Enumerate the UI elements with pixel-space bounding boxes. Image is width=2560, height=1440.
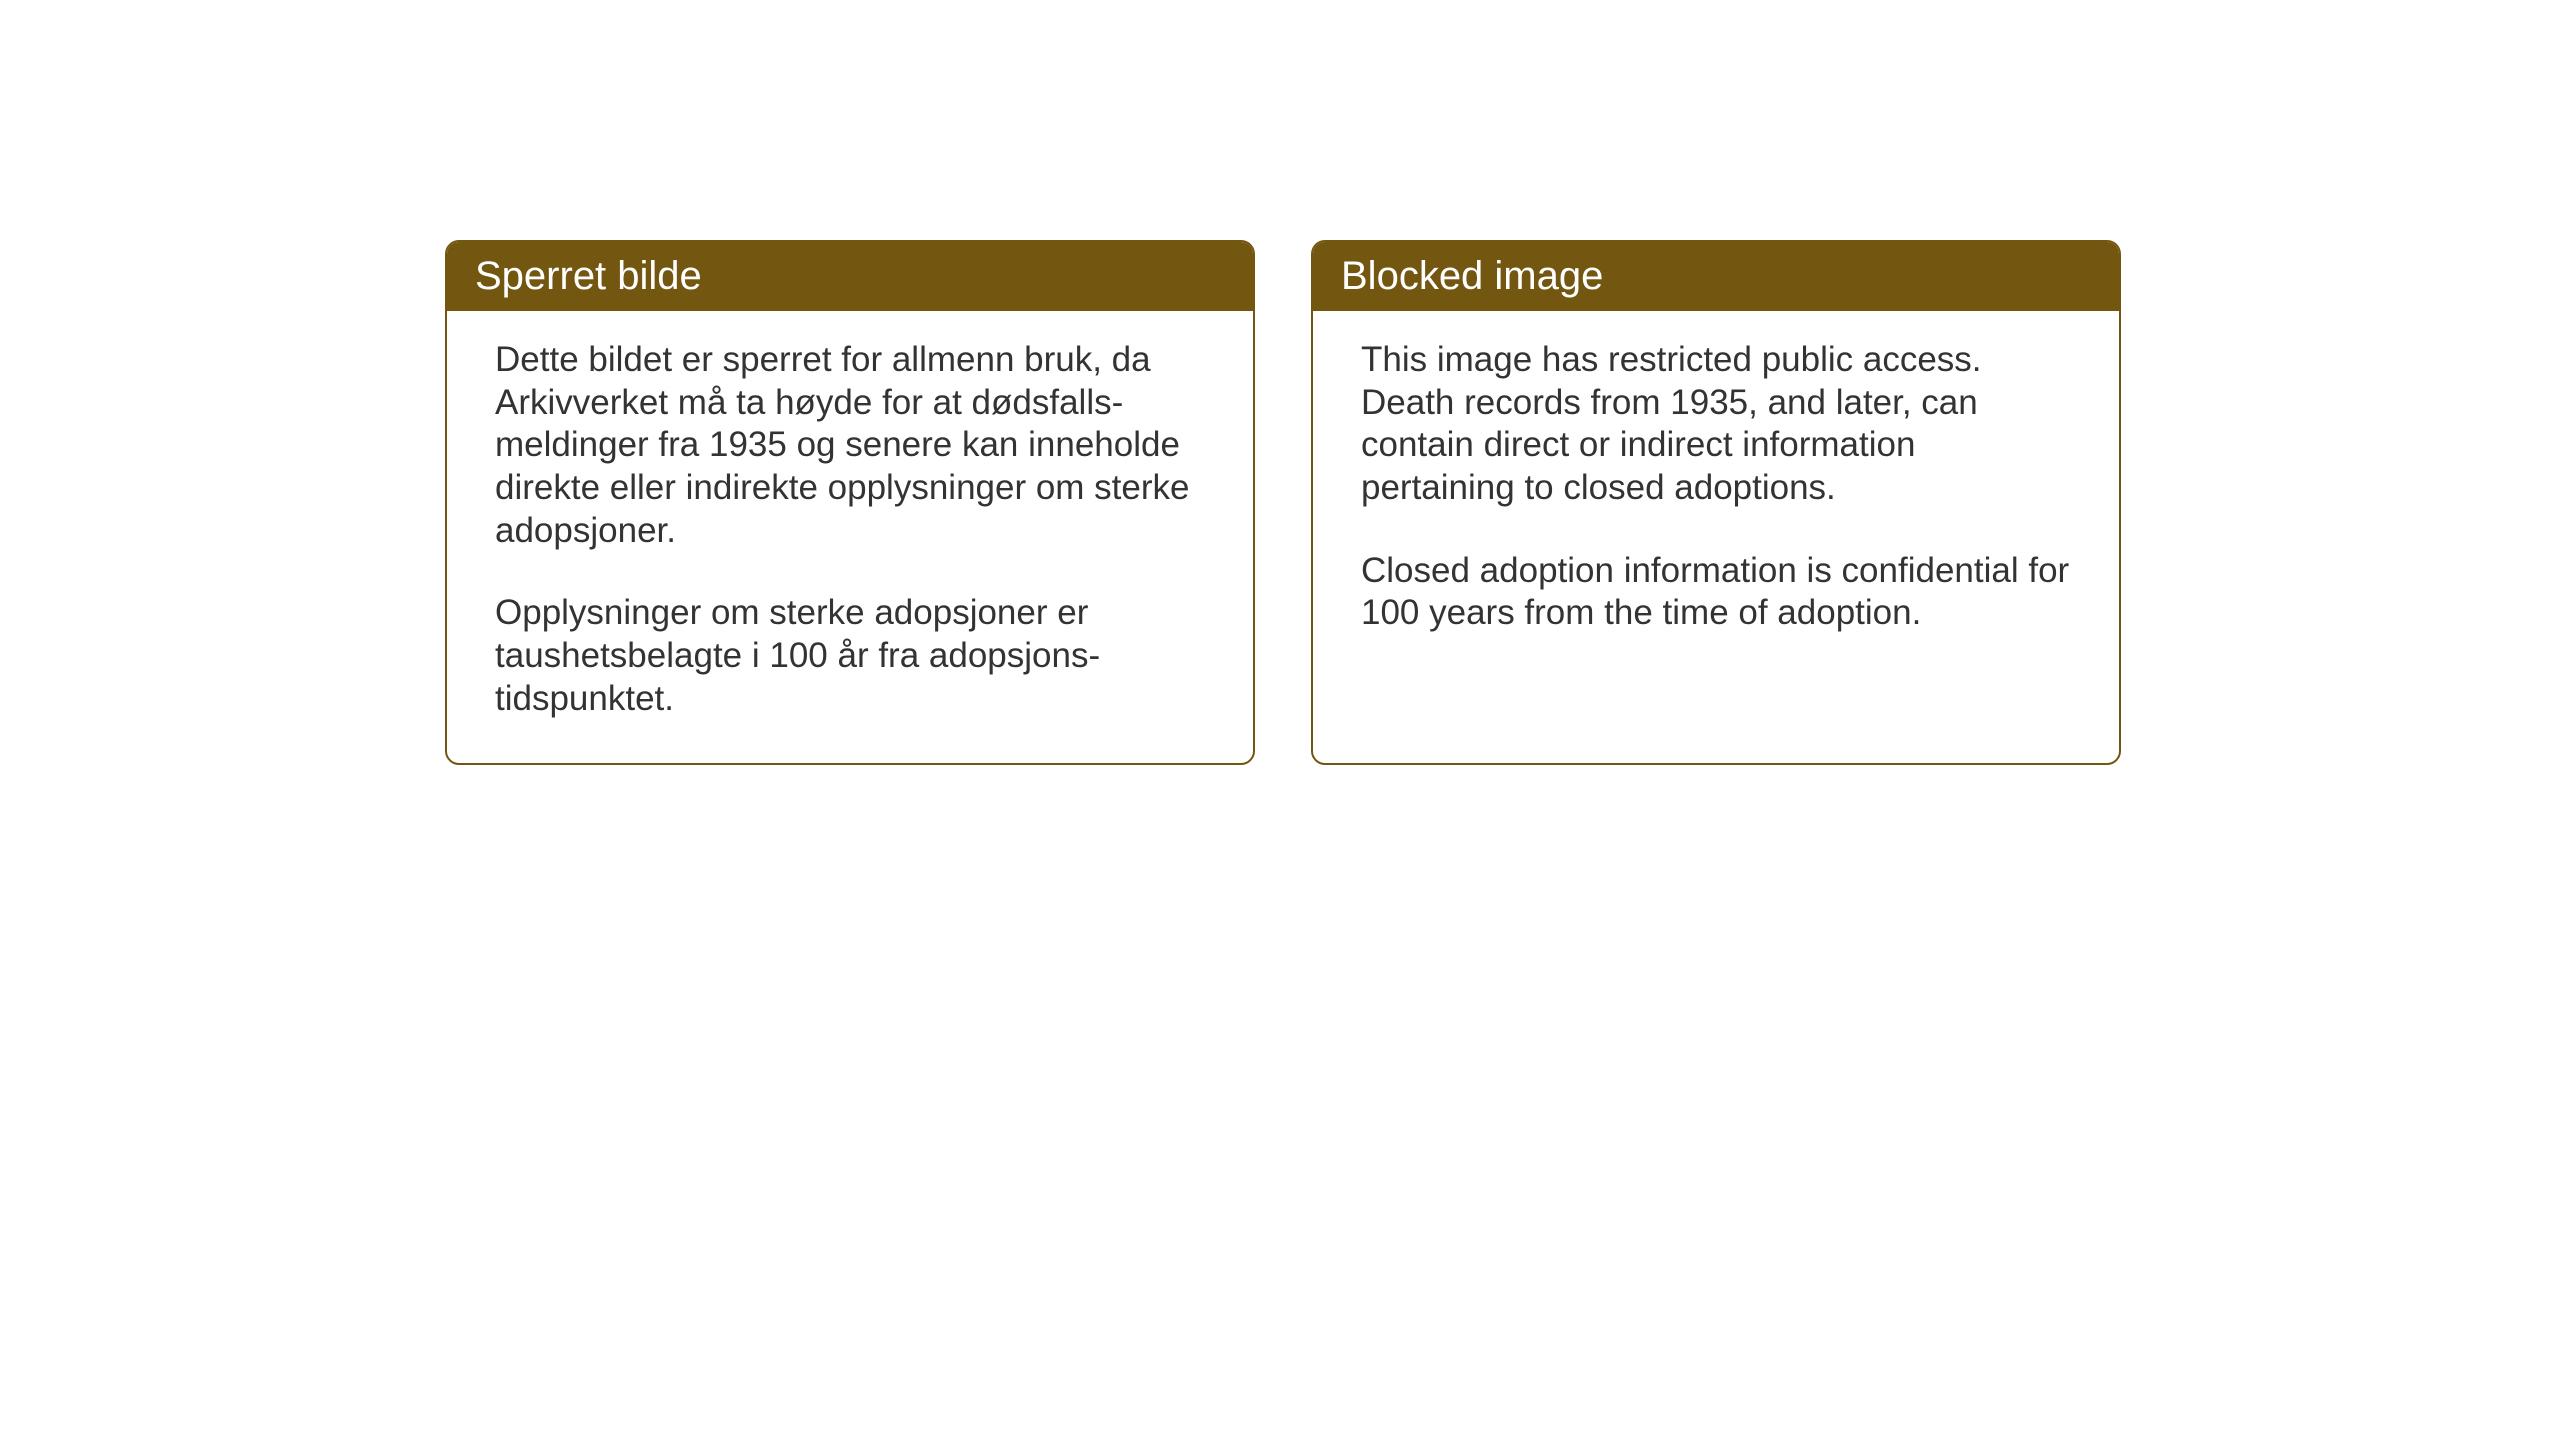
card-paragraph-2-english: Closed adoption information is confident… xyxy=(1361,550,2071,635)
card-header-english: Blocked image xyxy=(1313,242,2119,311)
card-body-english: This image has restricted public access.… xyxy=(1313,311,2119,741)
card-header-norwegian: Sperret bilde xyxy=(447,242,1253,311)
notice-card-norwegian: Sperret bilde Dette bildet er sperret fo… xyxy=(445,240,1255,765)
card-paragraph-2-norwegian: Opplysninger om sterke adopsjoner er tau… xyxy=(495,592,1205,720)
card-body-norwegian: Dette bildet er sperret for allmenn bruk… xyxy=(447,311,1253,763)
notice-container: Sperret bilde Dette bildet er sperret fo… xyxy=(445,240,2121,765)
notice-card-english: Blocked image This image has restricted … xyxy=(1311,240,2121,765)
card-paragraph-1-english: This image has restricted public access.… xyxy=(1361,339,2071,510)
card-paragraph-1-norwegian: Dette bildet er sperret for allmenn bruk… xyxy=(495,339,1205,552)
